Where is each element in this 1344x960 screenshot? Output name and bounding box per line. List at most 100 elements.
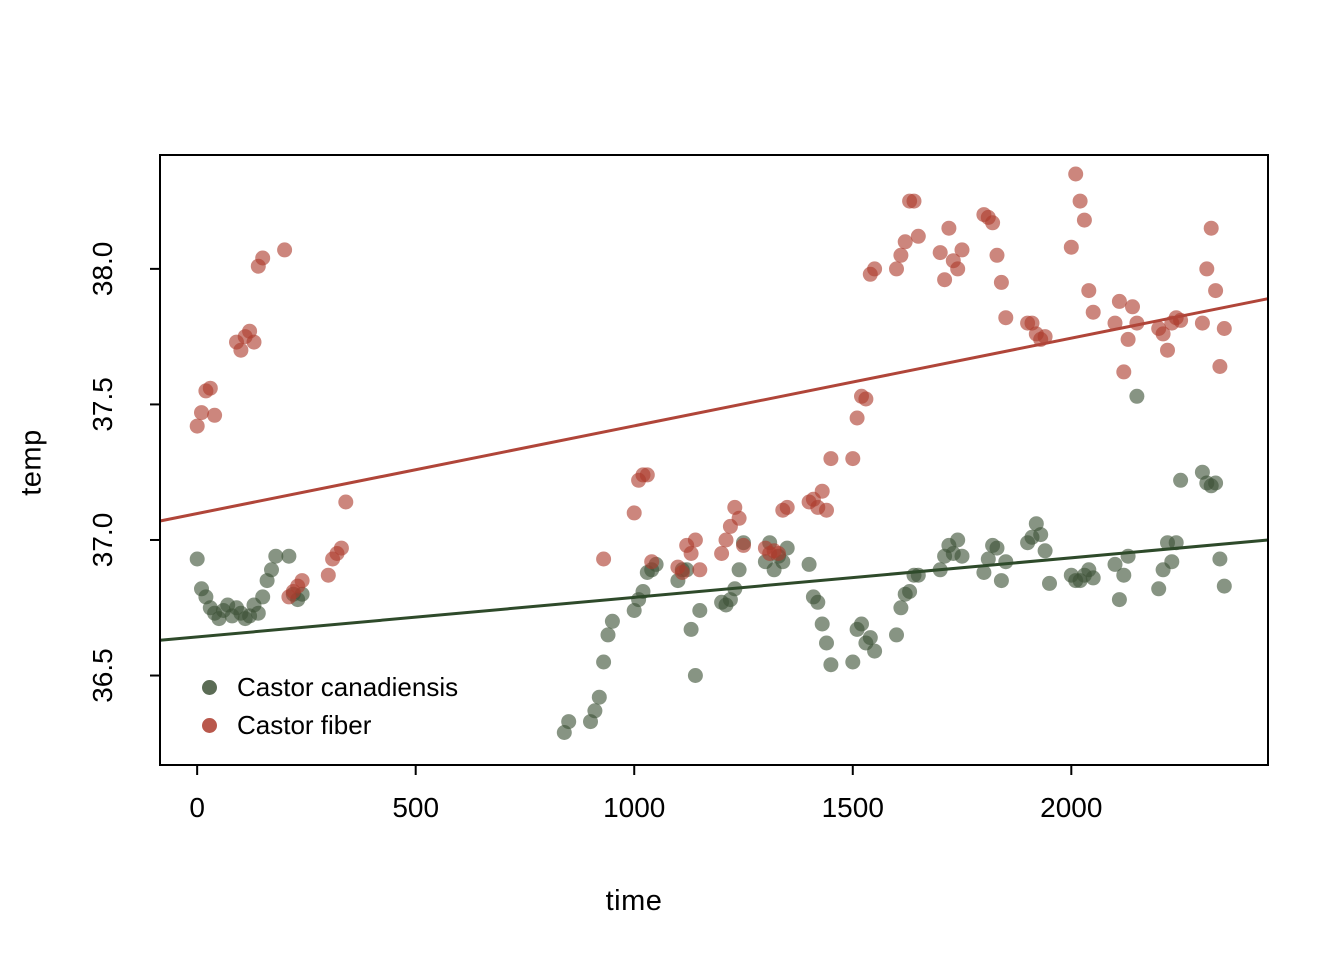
data-point-series-1 xyxy=(867,261,883,277)
data-point-series-0 xyxy=(596,654,612,670)
data-point-series-0 xyxy=(683,621,699,637)
data-point-series-0 xyxy=(814,616,830,632)
data-point-series-0 xyxy=(604,613,620,629)
trend-line-series-0 xyxy=(159,538,1269,642)
data-point-series-1 xyxy=(731,510,747,526)
data-point-series-0 xyxy=(1216,578,1232,594)
data-point-series-1 xyxy=(674,565,690,580)
legend-label-fiber: Castor fiber xyxy=(237,709,372,740)
data-point-series-1 xyxy=(294,573,310,589)
data-point-series-1 xyxy=(1076,212,1092,228)
data-point-series-1 xyxy=(1085,304,1101,320)
data-point-series-1 xyxy=(1116,364,1132,380)
data-point-series-1 xyxy=(692,562,708,578)
data-point-series-1 xyxy=(202,380,218,396)
data-point-series-1 xyxy=(998,310,1014,326)
data-point-series-1 xyxy=(1081,283,1097,299)
data-point-series-0 xyxy=(989,540,1005,556)
data-point-series-0 xyxy=(893,600,909,616)
data-point-series-1 xyxy=(823,451,839,467)
data-point-series-0 xyxy=(1212,551,1228,567)
data-point-series-1 xyxy=(277,242,293,258)
data-point-series-0 xyxy=(954,548,970,564)
data-point-series-0 xyxy=(281,548,297,564)
data-point-series-0 xyxy=(600,627,616,643)
data-point-series-1 xyxy=(1125,299,1140,315)
data-point-series-0 xyxy=(1168,535,1184,551)
data-point-series-0 xyxy=(993,573,1009,589)
data-point-series-1 xyxy=(993,274,1009,290)
y-tick-label: 37.5 xyxy=(87,377,118,432)
data-point-series-0 xyxy=(692,603,708,618)
data-point-series-1 xyxy=(1208,283,1224,299)
data-point-series-1 xyxy=(1199,261,1215,277)
data-point-series-1 xyxy=(1212,359,1228,374)
x-axis-label: time xyxy=(605,885,663,917)
data-point-series-0 xyxy=(1085,570,1101,586)
data-point-series-1 xyxy=(683,546,699,561)
data-point-series-1 xyxy=(1120,331,1136,347)
data-point-series-1 xyxy=(893,247,909,263)
data-point-series-0 xyxy=(250,605,266,621)
data-point-series-0 xyxy=(1107,556,1123,572)
data-point-series-0 xyxy=(819,635,834,651)
data-point-series-0 xyxy=(980,551,996,567)
data-point-series-0 xyxy=(1129,388,1145,404)
legend-item-castor-canadiensis: Castor canadiensis xyxy=(202,668,458,706)
data-point-series-1 xyxy=(1063,239,1079,255)
legend-swatch-canadiensis-icon xyxy=(202,679,217,695)
data-point-series-0 xyxy=(902,584,918,599)
data-point-series-1 xyxy=(1111,293,1127,309)
data-point-series-1 xyxy=(189,418,205,434)
data-point-series-0 xyxy=(1037,543,1053,559)
x-tick-label: 2000 xyxy=(1040,792,1102,823)
data-point-series-1 xyxy=(736,537,751,553)
data-point-series-1 xyxy=(897,234,913,250)
data-point-series-1 xyxy=(596,551,612,567)
data-point-series-1 xyxy=(714,546,730,561)
data-point-series-0 xyxy=(189,551,205,567)
data-point-series-0 xyxy=(1208,475,1224,491)
data-point-series-0 xyxy=(889,627,904,643)
data-point-series-0 xyxy=(801,556,817,572)
data-point-series-1 xyxy=(906,193,922,209)
data-point-series-0 xyxy=(1042,575,1057,591)
x-tick-label: 1000 xyxy=(603,792,665,823)
data-point-series-0 xyxy=(255,589,271,605)
x-tick-label: 1500 xyxy=(822,792,884,823)
data-point-series-0 xyxy=(1173,472,1189,488)
legend-item-castor-fiber: Castor fiber xyxy=(202,706,458,744)
data-point-series-1 xyxy=(954,242,970,258)
trend-line-series-1 xyxy=(159,297,1269,523)
data-point-series-0 xyxy=(561,714,577,730)
data-point-series-0 xyxy=(268,548,284,564)
data-point-series-1 xyxy=(207,407,223,423)
data-point-series-1 xyxy=(845,451,861,467)
data-point-series-0 xyxy=(1111,592,1127,608)
legend: Castor canadiensis Castor fiber xyxy=(202,668,458,744)
y-tick-label: 38.0 xyxy=(87,242,118,297)
data-point-series-0 xyxy=(845,654,861,670)
data-point-series-1 xyxy=(849,410,865,426)
data-point-series-1 xyxy=(1037,329,1053,345)
data-point-series-0 xyxy=(1033,527,1049,543)
data-point-series-0 xyxy=(1151,581,1167,597)
data-point-series-0 xyxy=(587,703,603,719)
data-point-series-0 xyxy=(264,562,279,578)
y-axis-label: temp xyxy=(15,429,48,496)
data-point-series-1 xyxy=(1203,220,1219,236)
data-point-series-1 xyxy=(889,261,904,277)
data-point-series-1 xyxy=(644,554,660,570)
data-point-series-1 xyxy=(626,505,642,521)
data-point-series-1 xyxy=(779,499,795,515)
data-point-series-1 xyxy=(718,532,734,548)
data-point-series-1 xyxy=(246,334,262,350)
data-point-series-0 xyxy=(823,657,839,673)
data-point-series-1 xyxy=(814,483,830,499)
data-point-series-0 xyxy=(862,630,878,646)
data-point-series-0 xyxy=(867,643,883,659)
data-point-series-1 xyxy=(1068,166,1084,182)
data-point-series-1 xyxy=(910,228,926,244)
